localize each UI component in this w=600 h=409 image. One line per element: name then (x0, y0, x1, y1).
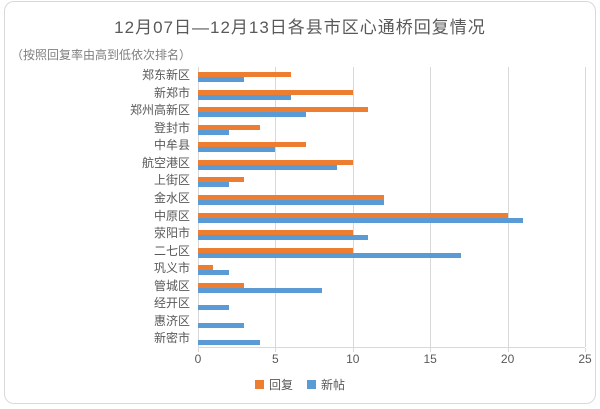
category-label: 中牟县 (153, 138, 190, 153)
bar-row (198, 313, 585, 331)
category-label: 上街区 (153, 173, 190, 188)
category-label: 经开区 (153, 296, 190, 311)
bar-新帖 (198, 217, 524, 223)
bar-新帖 (198, 235, 369, 241)
x-axis-label-0: 0 (194, 352, 202, 366)
plot-area (198, 67, 586, 352)
bar-row (198, 330, 585, 348)
bar-row (198, 102, 585, 120)
bar-新帖 (198, 129, 229, 135)
category-label: 二七区 (153, 243, 190, 258)
bar-回复 (198, 194, 384, 200)
bar-回复 (198, 177, 245, 183)
bar-新帖 (198, 164, 338, 170)
bar-row (198, 243, 585, 261)
axis-tick-x-15 (430, 348, 432, 352)
category-label: 登封市 (153, 120, 190, 135)
bar-回复 (198, 89, 353, 95)
bar-row (198, 137, 585, 155)
bar-回复 (198, 107, 369, 113)
x-axis-label-15: 15 (423, 352, 437, 366)
bar-row (198, 190, 585, 208)
category-axis-labels: 郑东新区新郑市郑州高新区登封市中牟县航空港区上街区金水区中原区荥阳市二七区巩义市… (9, 67, 194, 348)
bar-row (198, 225, 585, 243)
chart-title: 12月07日—12月13日各县市区心通桥回复情况 (114, 18, 486, 37)
legend-swatch-icon (307, 380, 316, 389)
bar-回复 (198, 142, 307, 148)
legend-label: 回复 (268, 378, 293, 392)
bar-row (198, 208, 585, 226)
legend-swatch-icon (254, 380, 264, 389)
legend-item-回复: 回复 (254, 376, 293, 393)
bar-新帖 (198, 270, 229, 276)
bar-新帖 (198, 252, 462, 258)
bar-新帖 (198, 322, 245, 328)
category-label: 荥阳市 (153, 226, 190, 241)
bar-新帖 (198, 287, 322, 293)
gridline-x-25 (585, 67, 586, 347)
category-label: 郑州高新区 (129, 103, 190, 118)
bar-row (198, 172, 585, 190)
bar-新帖 (198, 199, 384, 205)
bar-新帖 (198, 94, 291, 100)
bar-row (198, 155, 585, 173)
category-label: 金水区 (153, 190, 190, 205)
bar-回复 (198, 72, 291, 77)
bar-row (198, 295, 585, 313)
chart-subtitle: （按照回复率由高到低依次排名） (11, 48, 192, 62)
bar-新帖 (198, 182, 229, 188)
legend: 回复 新帖 (5, 376, 595, 393)
bar-新帖 (198, 112, 307, 118)
bar-row (198, 67, 585, 85)
category-label: 巩义市 (153, 261, 190, 276)
gridline-x-0 (198, 67, 199, 347)
bar-row (198, 278, 585, 296)
category-label: 新郑市 (153, 85, 190, 100)
bar-回复 (198, 124, 260, 130)
bar-回复 (198, 282, 245, 288)
bar-row (198, 260, 585, 278)
axis-tick-x-10 (352, 348, 354, 352)
bar-回复 (198, 247, 353, 253)
value-axis-labels: 0 5 10 15 20 25 (194, 352, 592, 366)
axis-tick-x-25 (585, 348, 586, 352)
gridline-x-15 (430, 67, 432, 347)
gridline-x-5 (275, 67, 277, 347)
bar-回复 (198, 230, 353, 236)
bar-新帖 (198, 340, 260, 346)
axis-tick-x-5 (275, 348, 277, 352)
category-label: 中原区 (153, 208, 190, 223)
legend-label: 新帖 (321, 378, 346, 392)
category-label: 新密市 (153, 331, 190, 346)
bar-row (198, 85, 585, 103)
category-label: 郑东新区 (141, 68, 190, 82)
chart-frame: 12月07日—12月13日各县市区心通桥回复情况 （按照回复率由高到低依次排名）… (4, 1, 596, 404)
bar-回复 (198, 159, 353, 165)
category-label: 航空港区 (141, 155, 190, 170)
legend-item-新帖: 新帖 (307, 376, 345, 393)
category-label: 管城区 (153, 278, 190, 293)
bar-row (198, 120, 585, 138)
x-axis-label-20: 20 (500, 352, 515, 366)
bar-新帖 (198, 305, 229, 311)
bar-新帖 (198, 77, 245, 82)
bar-新帖 (198, 147, 276, 153)
bar-回复 (198, 212, 508, 218)
x-axis-label-5: 5 (272, 352, 279, 366)
x-axis-label-25: 25 (578, 352, 592, 366)
axis-tick-x-0 (198, 348, 199, 352)
category-label: 惠济区 (153, 313, 190, 328)
x-axis-label-10: 10 (346, 352, 360, 366)
bar-回复 (198, 265, 214, 271)
axis-tick-x-20 (507, 348, 509, 352)
gridline-x-10 (352, 67, 354, 347)
gridline-x-20 (507, 67, 509, 347)
